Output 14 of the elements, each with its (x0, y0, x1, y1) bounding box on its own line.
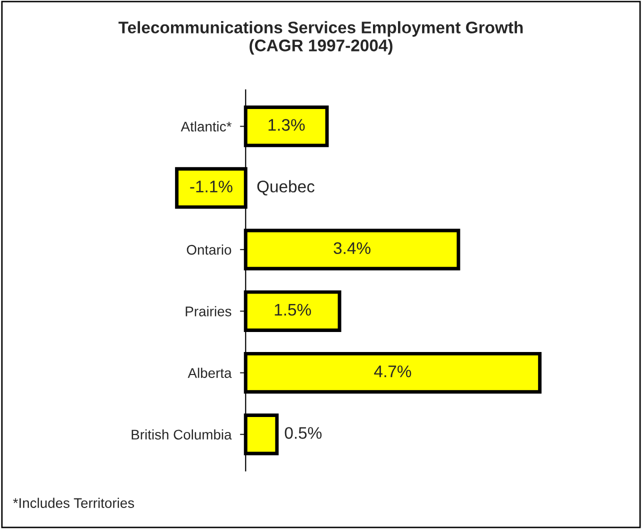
data-label: -1.1% (190, 180, 232, 192)
data-label: 4.7% (374, 366, 412, 378)
text: *Includes Territories (13, 498, 134, 508)
y-tick-label: Prairies (186, 306, 232, 316)
y-tick-label: British Columbia (132, 429, 232, 440)
data-label: 1.5% (274, 304, 311, 316)
y-tick-label: Quebec (257, 180, 314, 196)
data-label: 0.5% (284, 427, 322, 439)
y-tick-label: Atlantic* (180, 121, 232, 132)
chart-title: Telecommunications Services Employment Growth (CAGR 1997-2004) (118, 21, 523, 55)
data-label: 3.4% (334, 242, 370, 254)
y-tick-label: Alberta (188, 368, 232, 378)
data-label: 1.3% (268, 119, 305, 131)
y-tick-label: Ontario (186, 244, 232, 255)
